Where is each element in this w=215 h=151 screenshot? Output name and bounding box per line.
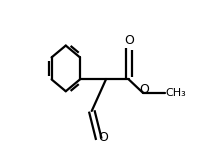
Text: CH₃: CH₃ (166, 88, 187, 98)
Text: O: O (124, 34, 134, 47)
Text: O: O (99, 131, 109, 144)
Text: O: O (139, 83, 149, 96)
